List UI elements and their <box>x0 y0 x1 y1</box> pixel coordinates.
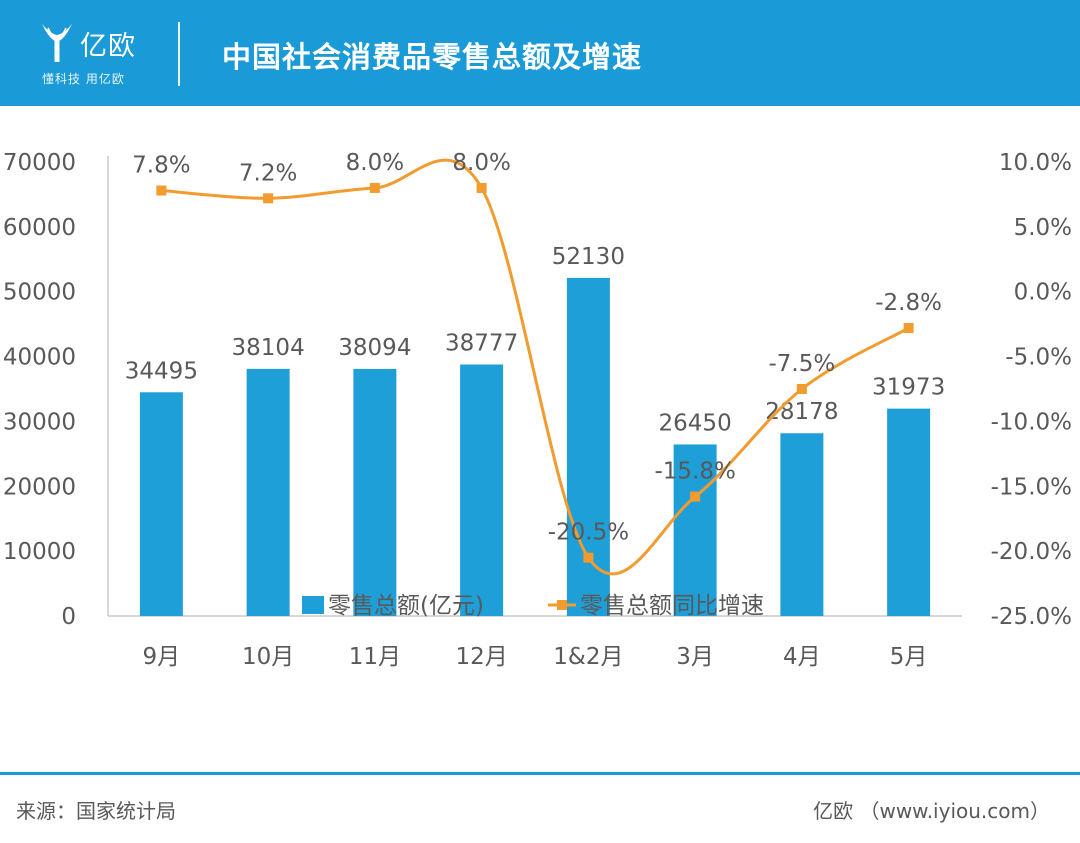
bar <box>780 433 824 616</box>
bar-value-label: 31973 <box>872 375 945 401</box>
bar-value-label: 52130 <box>552 244 625 270</box>
growth-rate-label: -7.5% <box>769 351 836 377</box>
bar <box>353 368 397 616</box>
legend-bar-swatch <box>302 596 324 614</box>
bar <box>460 364 504 616</box>
growth-rate-marker <box>263 193 274 204</box>
bar-value-label: 38777 <box>445 331 518 357</box>
logo-tagline: 懂科技 用亿欧 <box>42 72 125 86</box>
bar <box>246 368 290 616</box>
bar-value-label: 38104 <box>232 335 305 361</box>
growth-rate-marker <box>583 552 594 563</box>
y-right-tick-label: 0.0% <box>1014 280 1072 306</box>
x-tick-label: 9月 <box>143 644 181 670</box>
growth-rate-label: -15.8% <box>654 459 735 485</box>
bar <box>139 392 183 616</box>
growth-rate-marker <box>796 384 807 394</box>
growth-rate-label: 8.0% <box>346 150 404 176</box>
growth-rate-label: 8.0% <box>452 150 510 176</box>
legend-line-marker <box>557 600 567 610</box>
bar <box>566 277 610 616</box>
growth-rate-label: 7.2% <box>239 160 297 186</box>
x-tick-label: 5月 <box>890 644 928 670</box>
growth-rate-marker <box>476 182 487 193</box>
y-left-tick-label: 10000 <box>3 539 76 565</box>
y-right-tick-label: -5.0% <box>1005 345 1072 371</box>
bar <box>673 444 717 616</box>
growth-rate-label: -2.8% <box>875 290 942 316</box>
y-left-tick-label: 0 <box>61 604 76 630</box>
y-left-tick-label: 30000 <box>3 409 76 435</box>
legend-bar-label: 零售总额(亿元) <box>328 593 484 619</box>
y-right-tick-label: 5.0% <box>1014 215 1072 241</box>
legend-line-label: 零售总额同比增速 <box>580 593 764 619</box>
growth-rate-marker <box>903 323 914 334</box>
header-divider <box>178 22 180 86</box>
header-banner: 亿欧 懂科技 用亿欧 中国社会消费品零售总额及增速 <box>0 0 1080 106</box>
x-tick-label: 4月 <box>783 644 821 670</box>
growth-rate-line <box>161 158 910 576</box>
brand-logo: 亿欧 懂科技 用亿欧 <box>40 20 150 90</box>
bar-value-label: 26450 <box>659 410 732 436</box>
growth-rate-marker <box>369 182 380 193</box>
y-right-tick-label: -20.0% <box>991 539 1072 565</box>
bar-value-label: 34495 <box>125 358 198 384</box>
x-tick-label: 12月 <box>455 644 507 670</box>
page-title: 中国社会消费品零售总额及增速 <box>222 40 643 74</box>
y-left-tick-label: 60000 <box>3 215 76 241</box>
x-tick-label: 3月 <box>676 644 714 670</box>
growth-rate-label: 7.8% <box>132 153 190 179</box>
y-left-tick-label: 70000 <box>3 150 76 176</box>
x-tick-label: 10月 <box>242 644 294 670</box>
logo-text: 亿欧 <box>80 31 136 62</box>
y-left-tick-label: 20000 <box>3 474 76 500</box>
growth-rate-marker <box>156 185 167 196</box>
footer-divider <box>0 772 1080 775</box>
source-note: 来源：国家统计局 <box>16 799 176 823</box>
y-left-tick-label: 50000 <box>3 280 76 306</box>
y-right-tick-label: -10.0% <box>991 409 1072 435</box>
x-tick-label: 11月 <box>349 644 401 670</box>
y-right-tick-label: -15.0% <box>991 474 1072 500</box>
x-tick-label: 1&2月 <box>553 644 623 670</box>
combo-chart: 70000 60000 50000 40000 30000 20000 10000 0 10.0… <box>3 150 1072 670</box>
y-left-tick-label: 40000 <box>3 345 76 371</box>
bar-value-label: 38094 <box>338 335 411 361</box>
bar <box>887 408 931 616</box>
growth-rate-marker <box>690 491 701 502</box>
y-right-tick-label: -25.0% <box>991 604 1072 630</box>
logo-mark-icon <box>42 24 72 62</box>
growth-rate-label: -20.5% <box>548 520 629 546</box>
credit-note: 亿欧 （www.iyiou.com） <box>813 799 1050 823</box>
y-right-tick-label: 10.0% <box>999 150 1072 176</box>
